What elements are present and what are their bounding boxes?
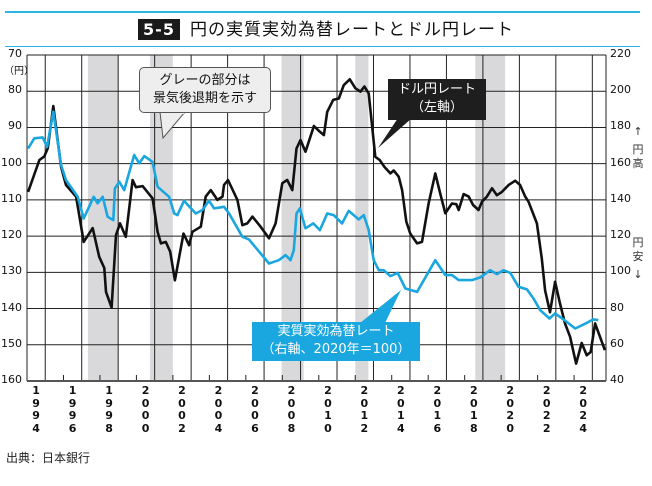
- reer-label-line2: （右軸、2020年＝100）: [261, 342, 411, 357]
- right-axis-tick-label: 60: [610, 336, 624, 350]
- recession-note-line2: 景気後退期を示す: [152, 91, 257, 106]
- right-axis-tick-label: 40: [610, 373, 624, 386]
- reer-line: [26, 110, 599, 330]
- yen-weak-label: 円安: [632, 236, 644, 263]
- title-rule-top: [5, 11, 640, 13]
- left-axis-tick-label: 100: [1, 155, 22, 169]
- down-arrow-icon: ↓: [633, 268, 643, 281]
- figure-number: 5-5: [138, 19, 180, 40]
- left-axis-tick-label: 120: [1, 228, 22, 242]
- left-axis-tick-label: 70: [8, 47, 22, 60]
- left-axis-tick-label: 80: [8, 83, 22, 97]
- left-axis-unit: （円）: [4, 66, 34, 77]
- usdjpy-line: [26, 78, 607, 365]
- usdjpy-label: ドル円レート （左軸）: [388, 79, 486, 120]
- left-axis-tick-label: 160: [1, 373, 22, 386]
- left-axis-tick-label: 110: [1, 191, 22, 205]
- usdjpy-label-line2: （左軸）: [410, 100, 463, 115]
- right-axis-tick-label: 140: [610, 191, 631, 205]
- source-note: 出典：日本銀行: [6, 451, 91, 465]
- title-rule-bottom: [5, 46, 640, 47]
- up-arrow-icon: ↑: [633, 125, 643, 138]
- recession-band: [281, 55, 304, 381]
- recession-note-line1: グレーの部分は: [159, 73, 251, 88]
- right-axis-tick-label: 100: [610, 264, 631, 278]
- title-text: 円の実質実効為替レートとドル円レート: [189, 20, 514, 40]
- reer-label-tail: [360, 290, 401, 323]
- reer-label-line1: 実質実効為替レート: [277, 324, 395, 339]
- usdjpy-label-tail: [378, 118, 412, 148]
- usdjpy-label-line1: ドル円レート: [397, 82, 476, 97]
- right-axis-tick-label: 120: [610, 228, 631, 242]
- right-axis-tick-label: 220: [610, 47, 631, 60]
- yen-strong-label: 円高: [632, 143, 644, 170]
- left-axis-tick-label: 90: [8, 119, 22, 133]
- right-axis-tick-label: 80: [610, 300, 624, 314]
- reer-label: 実質実効為替レート （右軸、2020年＝100）: [252, 322, 420, 361]
- chart-title: 5-5 円の実質実効為替レートとドル円レート: [0, 15, 652, 40]
- left-axis-tick-label: 130: [1, 264, 22, 278]
- left-axis-tick-label: 150: [1, 336, 22, 350]
- recession-band: [149, 55, 173, 381]
- right-axis-tick-label: 160: [610, 155, 631, 169]
- right-axis-tick-label: 180: [610, 119, 631, 133]
- right-axis-tick-label: 200: [610, 83, 631, 97]
- left-axis-tick-label: 140: [1, 300, 22, 314]
- recession-note: グレーの部分は 景気後退期を示す: [139, 67, 271, 113]
